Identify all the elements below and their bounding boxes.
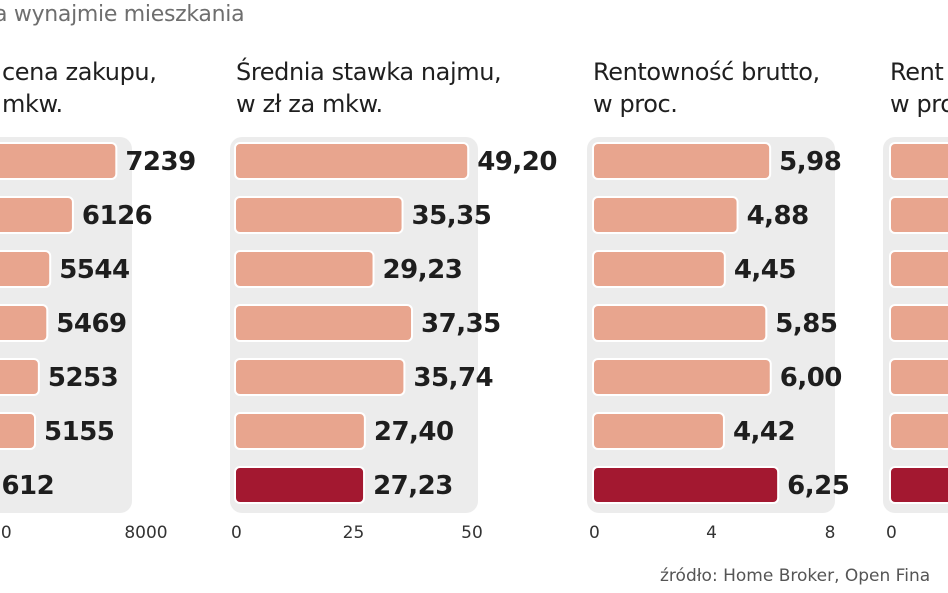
bar-p4-1 bbox=[889, 142, 948, 180]
panel-title-2-line2: w zł za mkw. bbox=[236, 90, 383, 118]
bar-p4-4 bbox=[889, 304, 948, 342]
tick-label-p3-2: 4 bbox=[706, 523, 717, 543]
data-label-p2-5: 35,74 bbox=[413, 363, 493, 393]
panel-title-1: cena zakupu, mkw. bbox=[2, 56, 157, 120]
data-label-p2-7: 27,23 bbox=[373, 471, 453, 501]
tick-label-p1-1: 4000 bbox=[0, 523, 12, 543]
data-label-p1-1: 7239 bbox=[125, 147, 195, 177]
bar-p4-6 bbox=[889, 412, 948, 450]
bar-p2-1 bbox=[234, 142, 470, 180]
panel-title-3: Rentowność brutto, w proc. bbox=[593, 56, 820, 120]
panel-title-2-line1: Średnia stawka najmu, bbox=[236, 58, 502, 86]
data-label-p1-2: 6126 bbox=[82, 201, 152, 231]
panel-title-4: Rent w pro bbox=[890, 56, 948, 120]
data-label-p2-3: 29,23 bbox=[383, 255, 463, 285]
panel-title-1-line1: cena zakupu, bbox=[2, 58, 157, 86]
data-label-p3-6: 4,42 bbox=[733, 417, 795, 447]
source-note: źródło: Home Broker, Open Fina bbox=[660, 566, 931, 586]
bar-p1-3 bbox=[0, 250, 52, 288]
bar-p1-1 bbox=[0, 142, 118, 180]
bar-p2-4 bbox=[234, 304, 414, 342]
panel-title-1-line2: mkw. bbox=[2, 90, 63, 118]
panel-title-2: Średnia stawka najmu, w zł za mkw. bbox=[236, 56, 502, 120]
bar-p3-7 bbox=[592, 466, 780, 504]
data-label-p3-1: 5,98 bbox=[779, 147, 841, 177]
bar-p2-7 bbox=[234, 466, 366, 504]
bar-p4-5 bbox=[889, 358, 948, 396]
bar-p3-2 bbox=[592, 196, 739, 234]
bar-p3-4 bbox=[592, 304, 768, 342]
data-label-p2-1: 49,20 bbox=[477, 147, 557, 177]
panel-title-4-line2: w pro bbox=[890, 90, 948, 118]
bar-p4-2 bbox=[889, 196, 948, 234]
data-label-p1-3: 5544 bbox=[59, 255, 129, 285]
panel-title-3-line1: Rentowność brutto, bbox=[593, 58, 820, 86]
tick-label-p3-1: 0 bbox=[589, 523, 600, 543]
tick-label-p4-1: 0 bbox=[886, 523, 897, 543]
panel-title-4-line1: Rent bbox=[890, 58, 944, 86]
bar-p2-3 bbox=[234, 250, 375, 288]
data-label-p2-2: 35,35 bbox=[412, 201, 492, 231]
data-label-p3-3: 4,45 bbox=[734, 255, 796, 285]
bar-p1-6 bbox=[0, 412, 37, 450]
data-label-p1-5: 5253 bbox=[48, 363, 118, 393]
data-label-p3-2: 4,88 bbox=[747, 201, 809, 231]
data-label-p1-7: 3612 bbox=[0, 471, 54, 501]
panel-title-3-line2: w proc. bbox=[593, 90, 678, 118]
data-label-p2-4: 37,35 bbox=[421, 309, 501, 339]
bar-p3-6 bbox=[592, 412, 725, 450]
data-label-p2-6: 27,40 bbox=[374, 417, 454, 447]
tick-label-p2-1: 0 bbox=[231, 523, 242, 543]
tick-label-p1-2: 8000 bbox=[124, 523, 167, 543]
tick-label-p2-3: 50 bbox=[461, 523, 483, 543]
bar-p4-7 bbox=[889, 466, 948, 504]
bar-p1-2 bbox=[0, 196, 74, 234]
chart-subtitle: a wynajmie mieszkania bbox=[0, 2, 245, 27]
data-label-p3-4: 5,85 bbox=[775, 309, 837, 339]
bar-p1-4 bbox=[0, 304, 49, 342]
bar-p2-6 bbox=[234, 412, 366, 450]
bar-p3-5 bbox=[592, 358, 772, 396]
data-label-p1-6: 5155 bbox=[44, 417, 114, 447]
data-label-p3-7: 6,25 bbox=[787, 471, 849, 501]
bar-p3-3 bbox=[592, 250, 726, 288]
tick-label-p3-3: 8 bbox=[825, 523, 836, 543]
data-label-p1-4: 5469 bbox=[56, 309, 126, 339]
bar-p2-2 bbox=[234, 196, 404, 234]
data-label-p3-5: 6,00 bbox=[780, 363, 842, 393]
bar-p1-5 bbox=[0, 358, 40, 396]
bar-p4-3 bbox=[889, 250, 948, 288]
bar-p2-5 bbox=[234, 358, 406, 396]
tick-label-p2-2: 25 bbox=[343, 523, 365, 543]
bar-p3-1 bbox=[592, 142, 772, 180]
